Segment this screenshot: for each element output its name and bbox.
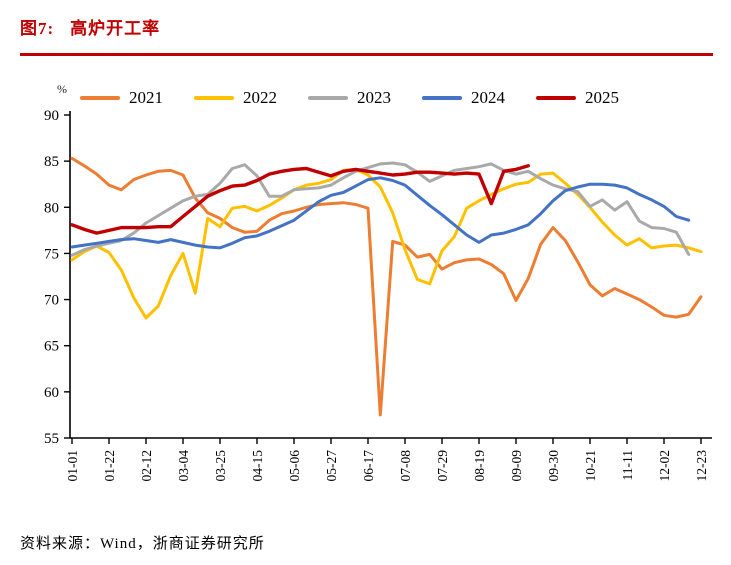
series-line-2021 bbox=[70, 156, 703, 417]
figure-title: 图7: 高炉开工率 bbox=[20, 14, 160, 39]
series-line-2023 bbox=[70, 161, 691, 257]
y-tick-label: 80 bbox=[44, 200, 59, 216]
legend-swatch-2022 bbox=[194, 96, 234, 100]
x-tick-label: 01-01 bbox=[65, 450, 80, 482]
source-note: 资料来源：Wind，浙商证券研究所 bbox=[20, 536, 265, 552]
x-tick-label: 09-09 bbox=[509, 450, 524, 482]
legend-label-2022: 2022 bbox=[243, 88, 277, 107]
x-tick-label: 03-25 bbox=[213, 450, 228, 482]
y-tick-label: 65 bbox=[44, 339, 59, 355]
y-tick-label: 75 bbox=[44, 246, 59, 262]
x-tick-label: 10-21 bbox=[583, 450, 598, 482]
y-axis-unit: % bbox=[57, 82, 67, 96]
legend-swatch-2025 bbox=[536, 96, 576, 100]
line-chart: 55 60 65 70 75 80 85 90 01-01 01-22 02-12 03-04 03-2… bbox=[44, 108, 712, 482]
x-tick-label: 07-08 bbox=[398, 450, 413, 482]
x-tick-label: 11-11 bbox=[620, 450, 635, 481]
x-tick-label: 07-29 bbox=[435, 450, 450, 482]
y-tick-label: 60 bbox=[44, 385, 59, 401]
legend-item-2022: 2022 bbox=[194, 88, 277, 108]
series-line-2025 bbox=[70, 164, 530, 235]
y-tick-label: 90 bbox=[44, 108, 59, 124]
x-tick-label: 12-23 bbox=[694, 450, 709, 482]
legend-label-2021: 2021 bbox=[129, 88, 163, 107]
x-tick-label: 09-30 bbox=[546, 450, 561, 482]
legend-label-2024: 2024 bbox=[471, 88, 505, 107]
legend-item-2023: 2023 bbox=[308, 88, 391, 108]
legend-swatch-2021 bbox=[80, 96, 120, 100]
chart-legend: 2021 2022 2023 2024 2025 bbox=[80, 88, 619, 108]
figure-name: 高炉开工率 bbox=[70, 19, 161, 38]
x-tick-label: 01-22 bbox=[102, 450, 117, 482]
x-tick-label: 04-15 bbox=[250, 450, 265, 482]
y-tick-label: 70 bbox=[44, 293, 59, 309]
legend-item-2024: 2024 bbox=[422, 88, 505, 108]
x-tick-label: 05-06 bbox=[287, 450, 302, 482]
legend-item-2025: 2025 bbox=[536, 88, 619, 108]
x-tick-label: 08-19 bbox=[472, 450, 487, 482]
x-tick-label: 02-12 bbox=[139, 450, 154, 482]
legend-swatch-2023 bbox=[308, 96, 348, 100]
figure-number: 图7: bbox=[20, 19, 55, 38]
legend-item-2021: 2021 bbox=[80, 88, 163, 108]
title-divider bbox=[20, 53, 713, 56]
y-tick-label: 85 bbox=[44, 154, 59, 170]
x-tick-label: 03-04 bbox=[176, 450, 191, 482]
series-line-2022 bbox=[70, 167, 703, 320]
x-tick-label: 06-17 bbox=[361, 450, 376, 482]
x-tick-label: 12-02 bbox=[657, 450, 672, 482]
y-tick-label: 55 bbox=[44, 431, 59, 447]
legend-swatch-2024 bbox=[422, 96, 462, 100]
legend-label-2025: 2025 bbox=[585, 88, 619, 107]
series-line-2024 bbox=[70, 176, 691, 250]
x-tick-label: 05-27 bbox=[324, 450, 339, 482]
legend-label-2023: 2023 bbox=[357, 88, 391, 107]
